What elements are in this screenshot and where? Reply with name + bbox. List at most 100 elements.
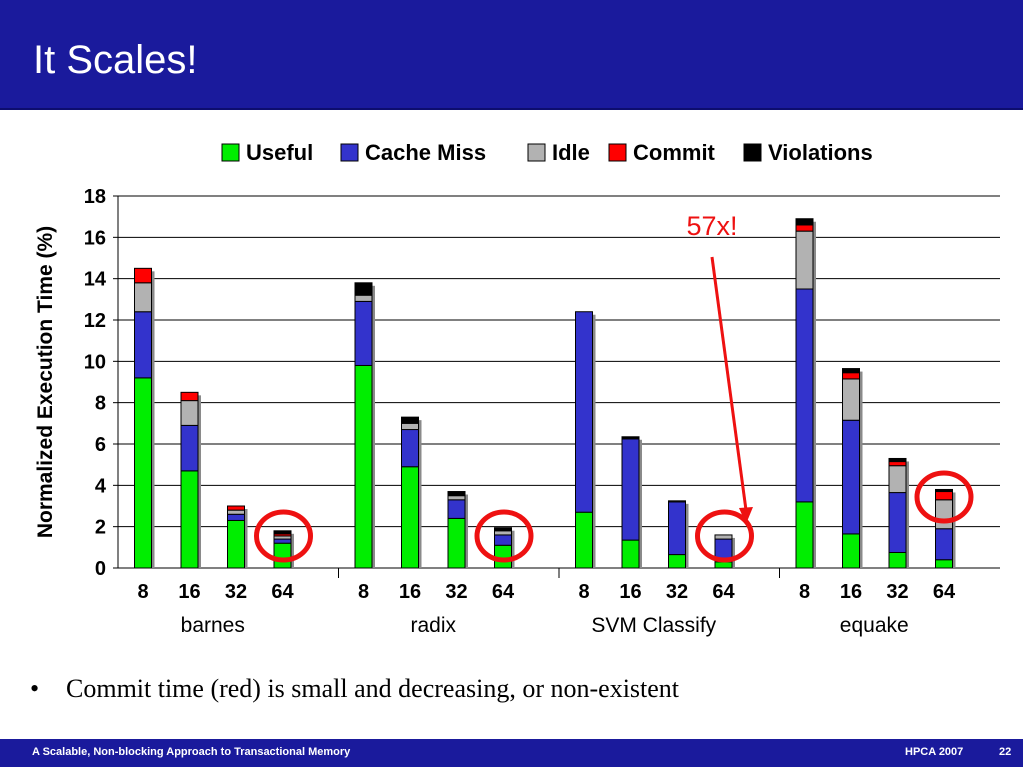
group-label: SVM Classify: [591, 614, 716, 637]
bar-segment-useful: [354, 364, 373, 569]
bar-segment-idle: [494, 530, 512, 536]
bar-segment-idle: [842, 378, 860, 421]
x-tick-label: 64: [271, 581, 294, 603]
footer-conference: HPCA 2007: [905, 746, 964, 758]
x-tick-label: 8: [358, 581, 369, 603]
legend-label: Idle: [552, 140, 590, 165]
bar-segment-commit: [888, 461, 907, 467]
bar-segment-useful: [935, 559, 953, 569]
bar-segment-idle: [447, 495, 466, 501]
bar-segment-cache-miss: [227, 513, 245, 521]
bar-segment-idle: [180, 400, 199, 426]
bar-segment-useful: [227, 519, 245, 569]
bar-segment-useful: [621, 539, 640, 569]
legend-label: Violations: [768, 140, 873, 165]
bar-segment-useful: [575, 511, 593, 569]
bar-segment-useful: [714, 561, 733, 569]
y-axis-title: Normalized Execution Time (%): [34, 226, 57, 538]
bar-segment-violations: [888, 457, 907, 463]
bar-segment-cache-miss: [575, 311, 593, 513]
legend-label: Cache Miss: [365, 140, 486, 165]
title-bar: It Scales!: [0, 0, 1023, 110]
bar-segment-violations: [273, 530, 292, 535]
bar-segment-idle: [935, 499, 953, 530]
annotation-57x: 57x!: [686, 211, 737, 241]
legend-label: Commit: [633, 140, 716, 165]
bar-segment-violations: [842, 368, 860, 374]
x-tick-label: 64: [933, 581, 956, 603]
bar-segment-commit: [795, 224, 814, 232]
bar-segment-idle: [668, 500, 686, 503]
bar-segment-commit: [842, 372, 860, 380]
y-tick-label: 0: [95, 558, 106, 580]
bullet-symbol: •: [30, 674, 40, 703]
highlight-circle: [914, 470, 974, 524]
y-tick-label: 6: [95, 434, 106, 456]
x-tick-label: 8: [799, 581, 810, 603]
annotation-arrow-line: [710, 256, 748, 511]
bar-segment-violations: [354, 282, 373, 296]
annotation-arrow-head: [739, 507, 753, 524]
x-tick-label: 64: [492, 581, 515, 603]
bar-segment-cache-miss: [842, 419, 860, 535]
bar-segment-cache-miss: [668, 501, 686, 556]
legend-swatch: [743, 143, 762, 162]
bar-segment-useful: [273, 542, 292, 569]
x-tick-label: 16: [840, 581, 862, 603]
bar-segment-useful: [134, 377, 152, 569]
bar-segment-idle: [354, 294, 373, 302]
bar-segment-useful: [888, 552, 907, 569]
bar-segment-violations: [935, 488, 953, 493]
bar-segment-idle: [401, 422, 419, 431]
bar-segment-useful: [180, 470, 199, 569]
highlight-circle: [254, 509, 313, 563]
bar-segment-useful: [447, 517, 466, 569]
bar-segment-cache-miss: [888, 492, 907, 554]
bar-segment-commit: [134, 267, 152, 284]
legend-swatch: [221, 143, 240, 162]
y-tick-label: 18: [84, 186, 106, 208]
bar-segment-cache-miss: [273, 538, 292, 544]
footer-presentation-title: A Scalable, Non-blocking Approach to Tra…: [32, 746, 351, 758]
bar-segment-cache-miss: [795, 288, 814, 503]
bar-segment-commit: [227, 505, 245, 511]
legend-label: Useful: [246, 140, 313, 165]
group-label: radix: [410, 614, 456, 637]
footer-bar: A Scalable, Non-blocking Approach to Tra…: [0, 739, 1023, 767]
bar-segment-cache-miss: [180, 424, 199, 472]
bar-segment-useful: [494, 544, 512, 569]
bar-segment-violations: [494, 527, 512, 532]
bar-segment-cache-miss: [401, 429, 419, 468]
bar-segment-cache-miss: [447, 499, 466, 519]
group-label: equake: [840, 614, 909, 637]
bar-segment-cache-miss: [935, 528, 953, 561]
y-tick-label: 2: [95, 517, 106, 539]
x-tick-label: 32: [445, 581, 467, 603]
group-label: barnes: [181, 614, 245, 637]
legend-swatch: [340, 143, 359, 162]
y-tick-label: 8: [95, 393, 106, 415]
footer-page-number: 22: [999, 746, 1012, 758]
x-tick-label: 16: [178, 581, 200, 603]
bar-segment-violations: [621, 436, 640, 439]
bar-segment-cache-miss: [134, 311, 152, 379]
x-tick-label: 8: [578, 581, 589, 603]
bar-segment-cache-miss: [494, 534, 512, 546]
bar-segment-violations: [447, 491, 466, 497]
x-tick-label: 16: [399, 581, 421, 603]
y-tick-label: 12: [84, 310, 106, 332]
bar-segment-commit: [935, 491, 953, 501]
bar-segment-useful: [795, 501, 814, 569]
bar-segment-commit: [180, 391, 199, 402]
bar-segment-idle: [227, 509, 245, 515]
y-tick-label: 14: [84, 269, 107, 291]
x-tick-label: 64: [712, 581, 735, 603]
bar-segment-idle: [795, 230, 814, 290]
slide-title: It Scales!: [33, 38, 198, 82]
bar-segment-useful: [668, 554, 686, 569]
bar-segment-cache-miss: [354, 300, 373, 366]
y-tick-label: 4: [95, 475, 107, 497]
x-tick-label: 32: [225, 581, 247, 603]
y-tick-label: 10: [84, 351, 106, 373]
bar-segment-idle: [134, 282, 152, 313]
